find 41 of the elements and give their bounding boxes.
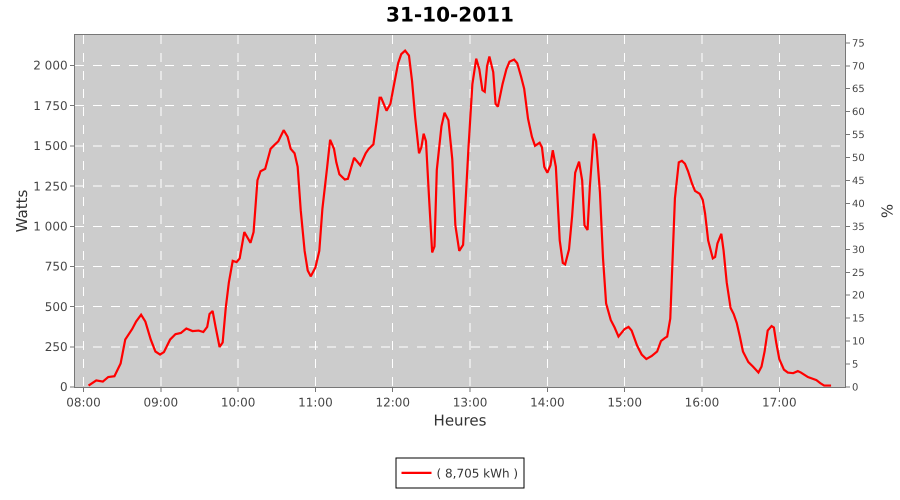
y2-tick-label: 0 [852,382,858,394]
line-series [87,49,832,387]
y-tick-label: 500 [44,300,68,314]
y-tick-label: 250 [44,340,68,354]
y2-tick-label: 70 [852,61,865,72]
y2-tick-label: 15 [852,314,865,325]
y2-tick-label: 75 [852,38,865,50]
x-tick-label: 10:00 [220,395,256,410]
y-tick-label: 1 750 [33,98,68,113]
y-tick-label: 1 500 [33,139,68,154]
y2-tick-label: 35 [852,222,865,233]
y-tick-label: 1 000 [33,219,68,234]
y2-tick-label: 65 [852,84,865,96]
y-tick-label: 750 [44,260,68,274]
chart-title: 31-10-2011 [386,2,514,26]
y2-tick-label: 45 [852,176,865,187]
y2-tick-label: 30 [852,244,865,256]
x-tick-label: 14:00 [530,395,565,410]
x-tick-label: 08:00 [66,395,101,410]
x-tick-label: 09:00 [144,395,178,410]
y2-tick-label: 50 [852,153,865,164]
x-tick-label: 12:00 [375,395,410,410]
y2-tick-label: 25 [852,268,865,279]
y2-tick-label: 20 [852,290,865,302]
x-axis-title: Heures [434,411,487,430]
y-tick-label: 2 000 [33,58,68,73]
y2-tick-label: 60 [852,107,865,118]
y-axis-title: Watts [13,190,32,232]
x-tick-label: 13:00 [452,395,488,410]
y-tick-label: 1 250 [33,179,68,194]
x-tick-label: 11:00 [298,395,333,410]
y2-tick-label: 55 [852,130,865,142]
y2-axis-title: % [878,204,896,218]
x-tick-label: 17:00 [762,395,797,410]
legend-label: ( 8,705 kWh ) [436,466,518,481]
x-tick-label: 16:00 [684,395,720,410]
y2-tick-label: 5 [852,360,858,371]
y-tick-label: 0 [60,380,68,394]
y2-tick-label: 10 [852,336,865,348]
x-tick-label: 15:00 [607,395,642,410]
y2-tick-label: 40 [852,198,865,210]
